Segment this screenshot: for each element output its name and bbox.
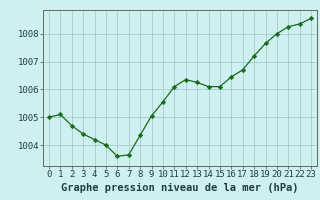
X-axis label: Graphe pression niveau de la mer (hPa): Graphe pression niveau de la mer (hPa) [61, 183, 299, 193]
